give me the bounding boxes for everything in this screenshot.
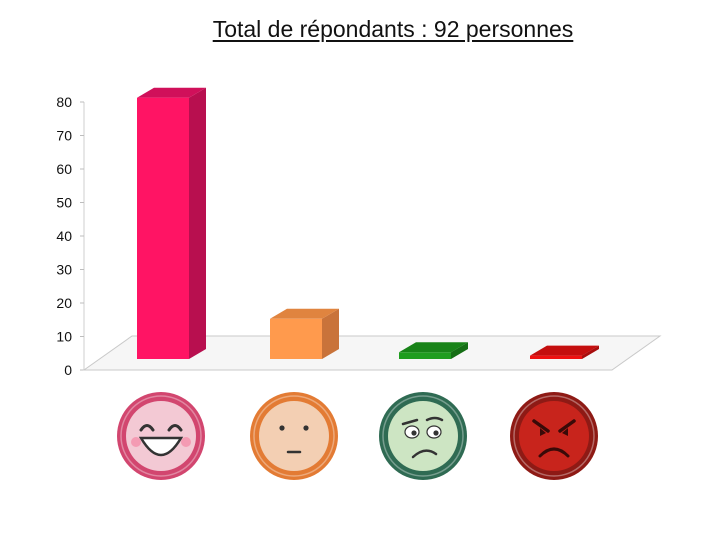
y-tick-label: 30	[56, 262, 72, 278]
bar-2	[270, 308, 339, 359]
face-disc	[126, 401, 196, 471]
face-eyebrow	[425, 416, 444, 422]
face-blush	[131, 437, 141, 447]
chart-floor	[82, 335, 662, 371]
face-eyebrow	[401, 418, 419, 426]
bar-top	[137, 87, 206, 98]
y-tick-label: 40	[56, 228, 72, 244]
laughing-face-icon	[117, 392, 205, 480]
bar-top	[399, 342, 468, 353]
face-mouth	[538, 447, 570, 458]
bar-top	[530, 345, 599, 356]
face-ring-highlight	[120, 395, 202, 477]
bar-top	[270, 308, 339, 319]
bar-front	[270, 318, 322, 359]
face-blush	[181, 437, 191, 447]
face-mouth	[411, 449, 438, 459]
bar-side	[322, 308, 339, 359]
face-eye	[540, 428, 546, 436]
bar-front	[399, 352, 451, 359]
face-eyebrow	[532, 419, 550, 433]
face-disc	[519, 401, 589, 471]
face-eye	[562, 428, 568, 436]
bar-front	[530, 355, 582, 359]
face-eye	[139, 424, 155, 432]
face-ring-highlight	[513, 395, 595, 477]
worried-face-icon	[379, 392, 467, 480]
face-eye	[279, 425, 285, 431]
bar-side	[451, 342, 468, 359]
y-tick-label: 50	[56, 195, 72, 211]
bar-3	[399, 342, 468, 359]
y-tick-label: 70	[56, 128, 72, 144]
face-mouth	[138, 436, 184, 457]
bar-1	[137, 87, 206, 359]
face-pupil	[433, 430, 439, 436]
bar-side	[189, 87, 206, 359]
face-disc	[388, 401, 458, 471]
y-tick-label: 60	[56, 161, 72, 177]
bar-4	[530, 345, 599, 359]
angry-face-icon	[510, 392, 598, 480]
bar-side	[582, 345, 599, 359]
y-tick-label: 80	[56, 94, 72, 110]
y-tick-label: 10	[56, 329, 72, 345]
bar-front	[137, 97, 189, 359]
face-eye	[303, 425, 309, 431]
face-eye	[167, 424, 183, 432]
y-tick-label: 20	[56, 295, 72, 311]
chart-title: Total de répondants : 92 personnes	[212, 16, 574, 42]
face-ring-highlight	[382, 395, 464, 477]
y-tick-label: 0	[64, 362, 72, 378]
face-ring-highlight	[253, 395, 335, 477]
face-disc	[259, 401, 329, 471]
face-eyebrow	[558, 419, 576, 433]
face-pupil	[411, 430, 417, 436]
neutral-face-icon	[250, 392, 338, 480]
